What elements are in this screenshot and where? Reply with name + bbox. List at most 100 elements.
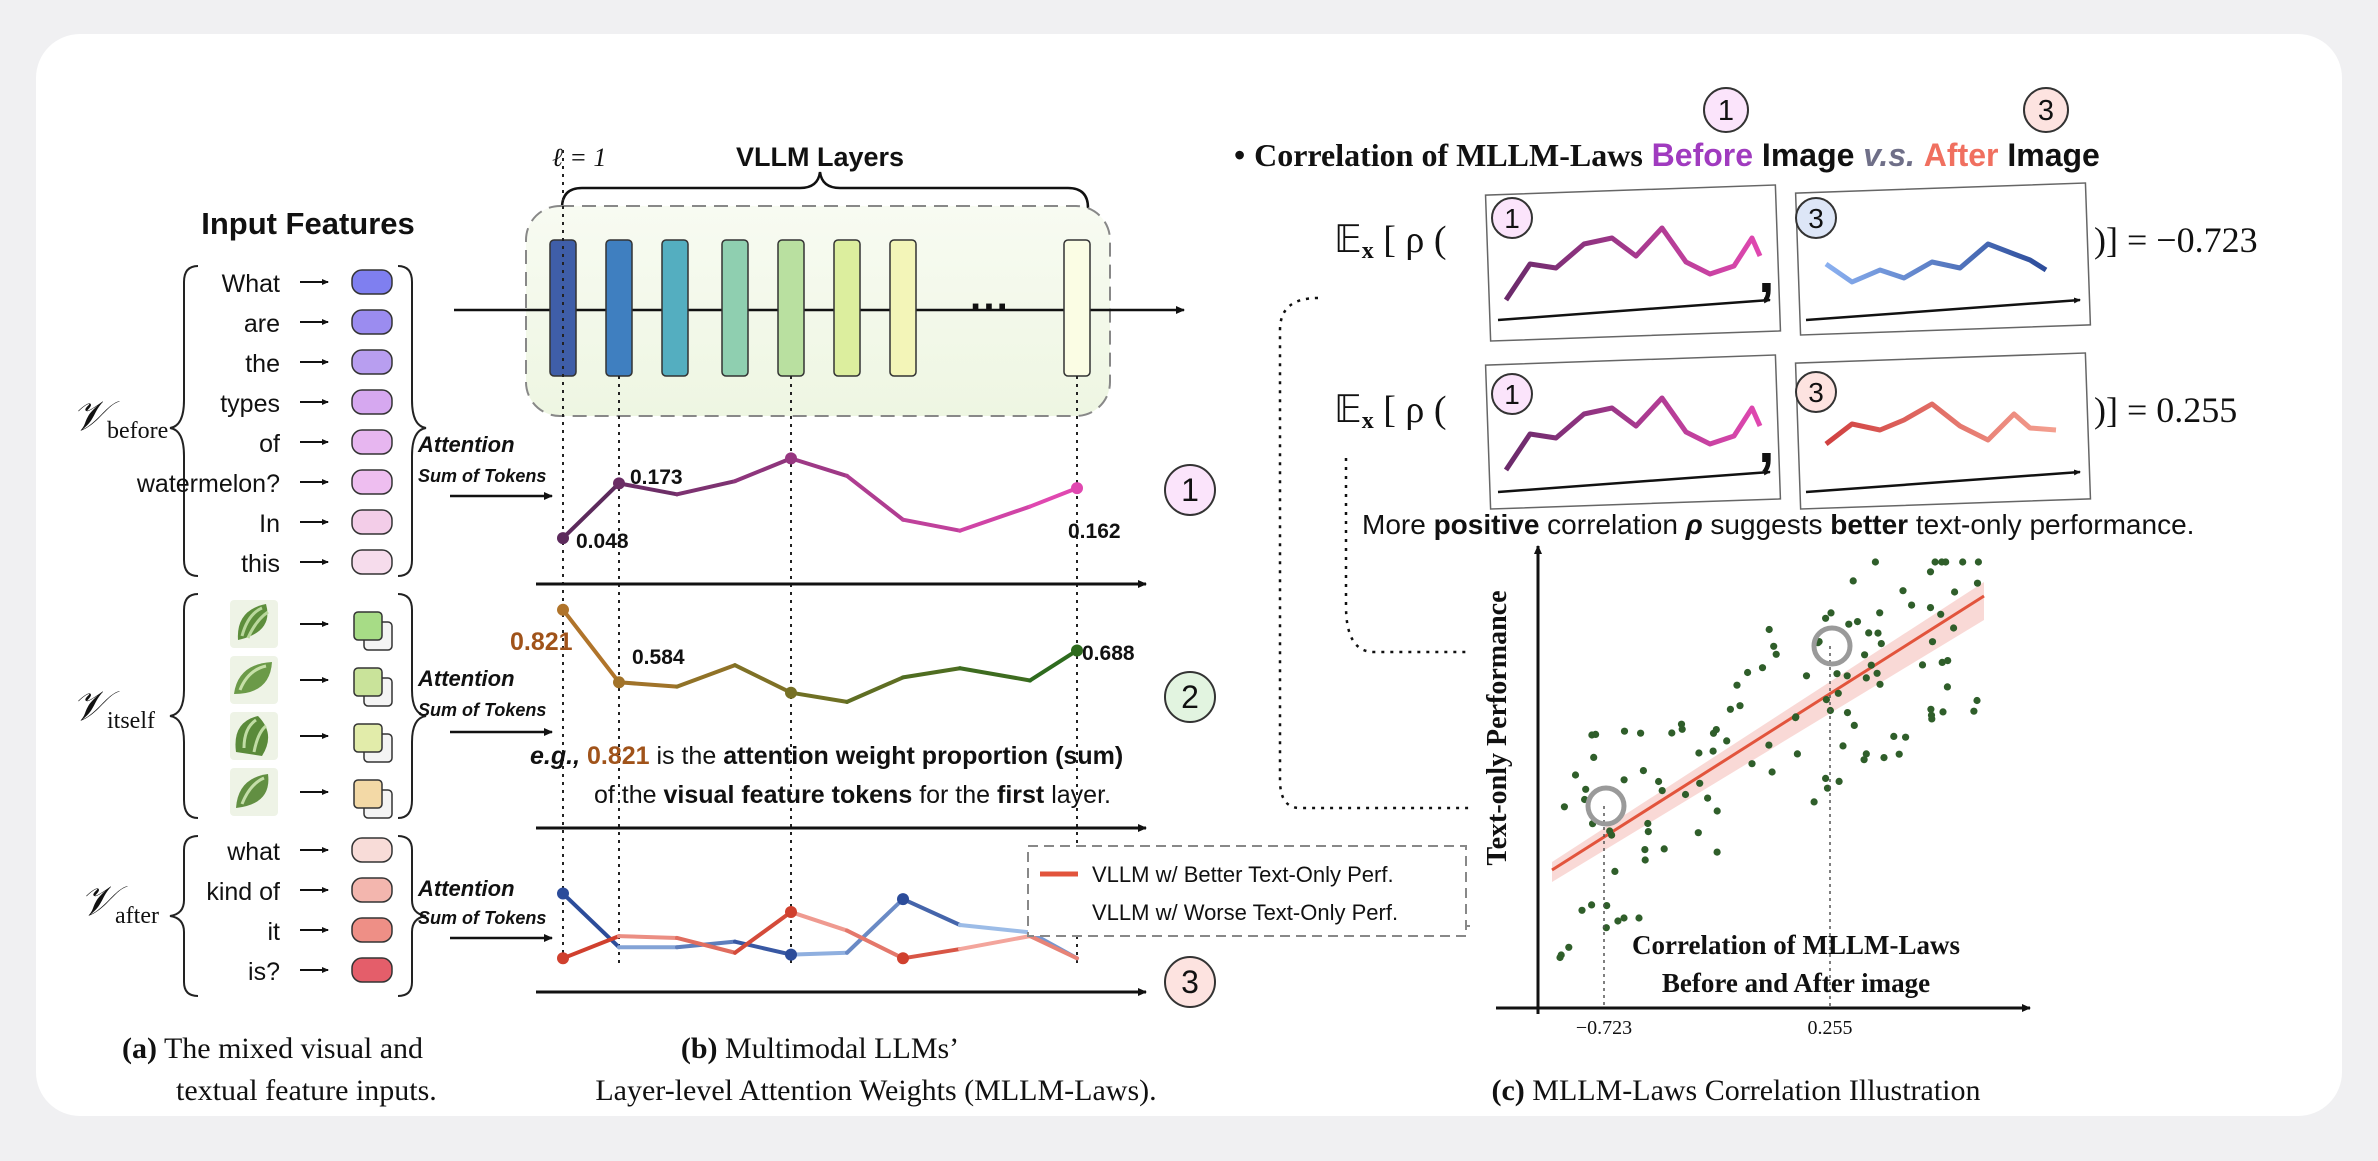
scatter-point — [1606, 827, 1614, 835]
curve2-point — [785, 686, 797, 699]
scatter-point — [1928, 638, 1937, 646]
legend-worse-label: VLLM w/ Worse Text-Only Perf. — [1092, 900, 1398, 925]
curve3-worse-point — [557, 887, 569, 900]
scatter-point — [1951, 588, 1959, 596]
eq2-result: )] = 0.255 — [2094, 390, 2237, 430]
scatter-point — [1871, 558, 1879, 566]
curve2-segment — [733, 663, 793, 695]
token-embedding — [351, 469, 393, 495]
token-embedding — [351, 957, 393, 983]
scatter-point — [1611, 867, 1619, 876]
curve2-segment — [675, 663, 737, 689]
curve3-better-segment — [733, 910, 793, 955]
curve2-segment — [901, 666, 962, 680]
scatter-point — [1895, 750, 1903, 758]
after-token-arrows — [300, 847, 329, 973]
scatter-point — [1810, 798, 1818, 806]
scatter-point — [1862, 750, 1870, 758]
scatter-point — [1668, 729, 1676, 737]
eq1-connector — [1278, 296, 1577, 811]
heading-marker-1: 1 — [1703, 87, 1749, 133]
watermelon-image — [230, 768, 278, 816]
scatter-point — [1571, 771, 1580, 779]
scatter-point — [1637, 729, 1645, 737]
curve1-marker: 1 — [1164, 464, 1216, 516]
curve3-better-segment — [617, 934, 679, 940]
scatter-point — [1950, 624, 1958, 632]
curve3-worse-segment — [845, 897, 905, 955]
scatter-point — [1748, 760, 1756, 768]
curve3-worse-segment — [958, 923, 1032, 935]
eq1-expectation: 𝔼x [ ρ ( — [1334, 219, 1447, 264]
scatter-point — [1620, 727, 1629, 735]
token-embedding — [351, 389, 393, 415]
scatter-point — [1938, 658, 1946, 667]
curve1-segment — [561, 481, 621, 541]
heading-marker-3: 3 — [2023, 87, 2069, 133]
scatter-point — [1926, 604, 1935, 612]
scatter-point — [1768, 768, 1776, 776]
svg-text:2: 2 — [1181, 679, 1199, 715]
eq1-result: )] = −0.723 — [2094, 220, 2258, 260]
scatter-point — [1765, 741, 1773, 749]
scatter-point — [1845, 620, 1853, 628]
correlation-note: More positive correlation ρ suggests bet… — [1362, 509, 2194, 540]
token-word: what — [226, 838, 280, 866]
svg-text:3: 3 — [2038, 95, 2054, 127]
scatter-point — [1681, 790, 1690, 799]
token-word: it — [268, 918, 281, 946]
scatter-point — [1970, 707, 1978, 715]
panel-a: Input Features 𝒱before 𝒱itself 𝒱after Wh… — [72, 206, 553, 1107]
layer-start-label: ℓ = 1 — [552, 143, 606, 172]
scatter-points — [1556, 558, 1982, 962]
scatter-point — [1890, 732, 1898, 741]
scatter-point — [1678, 725, 1686, 733]
token-word: is? — [248, 958, 280, 986]
scatter-point — [1696, 779, 1704, 787]
svg-text:1: 1 — [1504, 203, 1520, 234]
layer-block — [1063, 239, 1091, 377]
curve1-segment — [733, 456, 793, 484]
scatter-point — [1833, 670, 1841, 678]
scatter-point — [1713, 807, 1721, 815]
curve2-segment — [789, 690, 849, 704]
brace-after-left — [169, 835, 199, 997]
scatter-point — [1822, 614, 1830, 622]
layer-block — [721, 239, 749, 377]
caption-b-line1: (b) Multimodal LLMs’ — [681, 1032, 959, 1065]
layer-block — [661, 239, 689, 377]
curve2-segment — [561, 607, 621, 685]
watermelon-image — [230, 656, 278, 704]
scatter-point — [1862, 674, 1870, 682]
scatter-point — [1973, 696, 1981, 705]
scatter-point — [1641, 856, 1649, 864]
curve2-segment — [958, 666, 1032, 683]
scatter-point — [1835, 777, 1843, 786]
token-word: What — [222, 270, 280, 298]
curve3-worse-point — [785, 948, 797, 961]
itself-token-arrows — [300, 621, 329, 795]
curve1-segment — [1028, 486, 1079, 509]
layer-guides — [562, 150, 1078, 966]
svg-text:1: 1 — [1718, 95, 1734, 127]
curve1-point — [1071, 482, 1083, 495]
curve3-better-segment — [845, 928, 905, 961]
curve2-value-first: 0.821 — [510, 628, 573, 656]
example-line1: e.g., 0.821 is the attention weight prop… — [530, 742, 1123, 770]
scatter-point — [1827, 609, 1835, 617]
layer-block — [549, 239, 577, 377]
panel-b: ℓ = 1 VLLM Layers ··· — [454, 142, 1467, 1107]
scatter-point — [1877, 640, 1885, 648]
svg-text:3: 3 — [1808, 377, 1824, 408]
scatter-point — [1853, 618, 1862, 626]
eq1-plot-after-worse: 3 — [1794, 182, 2092, 336]
svg-text:Sum of Tokens: Sum of Tokens — [418, 700, 546, 720]
scatter-point — [1641, 846, 1649, 854]
token-word: In — [259, 510, 280, 538]
scatter-point — [1850, 721, 1858, 730]
scatter-point — [1614, 917, 1622, 925]
svg-text:Attention: Attention — [417, 666, 515, 691]
brace-itself-left — [169, 593, 199, 819]
caption-a-line2: textual feature inputs. — [176, 1074, 437, 1107]
scatter-point — [1843, 709, 1852, 717]
